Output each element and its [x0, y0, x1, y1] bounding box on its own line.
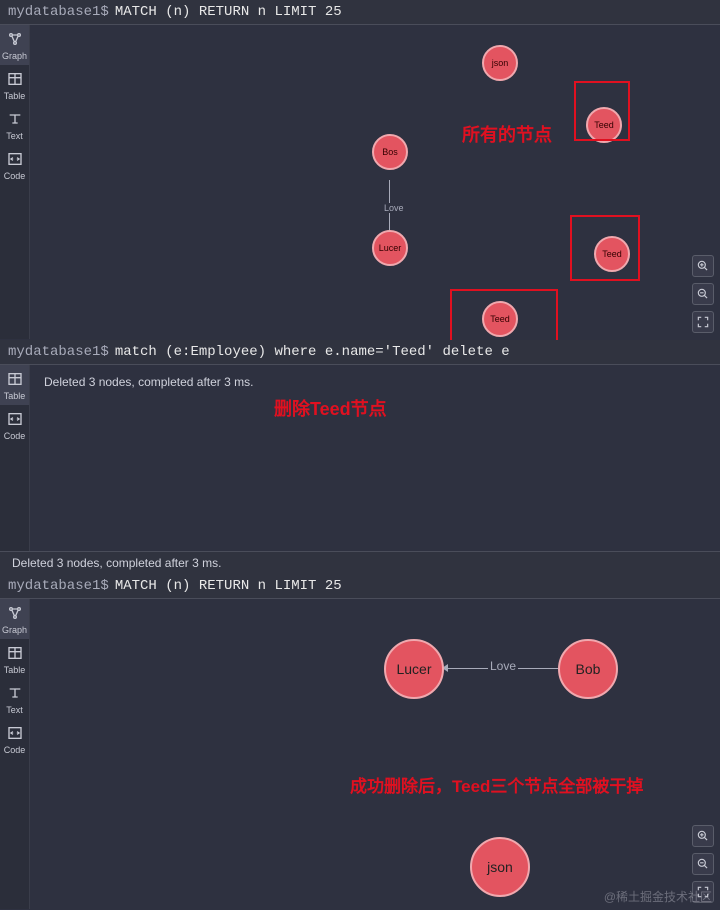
panel-body-2: Table Code Deleted 3 nodes, completed af…	[0, 365, 720, 551]
annotation-box	[570, 215, 640, 281]
graph-canvas-1[interactable]: Love json Bos Lucer Teed Teed Teed 所有的节点	[30, 25, 720, 339]
text-icon	[7, 685, 23, 703]
graph-canvas-3[interactable]: Love Lucer Bob json 成功删除后，Teed三个节点全部被干掉 …	[30, 599, 720, 909]
zoom-out-button[interactable]	[692, 853, 714, 875]
zoom-in-button[interactable]	[692, 255, 714, 277]
panel-body-1: Graph Table Text Code Love json Bos Lu	[0, 25, 720, 339]
code-icon	[7, 725, 23, 743]
graph-icon	[7, 605, 23, 623]
code-icon	[7, 151, 23, 169]
sidebar-tab-code[interactable]: Code	[0, 719, 29, 759]
edge-label: Love	[382, 203, 406, 213]
sidebar-tab-code[interactable]: Code	[0, 405, 29, 445]
graph-node[interactable]: Lucer	[372, 230, 408, 266]
graph-node[interactable]: json	[470, 837, 530, 897]
sidebar-tab-graph[interactable]: Graph	[0, 599, 29, 639]
table-icon	[7, 371, 23, 389]
query-bar-2: mydatabase1$ match (e:Employee) where e.…	[0, 340, 720, 365]
annotation-text: 删除Teed节点	[274, 395, 387, 421]
query-text[interactable]: MATCH (n) RETURN n LIMIT 25	[115, 578, 342, 594]
graph-node[interactable]: Bos	[372, 134, 408, 170]
sidebar-tab-label: Table	[4, 91, 26, 101]
sidebar-tab-label: Graph	[2, 625, 27, 635]
sidebar-tab-label: Table	[4, 391, 26, 401]
sidebar-tab-label: Code	[4, 745, 26, 755]
annotation-text: 所有的节点	[462, 121, 552, 147]
result-status: Deleted 3 nodes, completed after 3 ms.	[30, 365, 720, 399]
db-prompt: mydatabase1$	[8, 344, 109, 360]
panel-1: mydatabase1$ MATCH (n) RETURN n LIMIT 25…	[0, 0, 720, 340]
sidebar-tab-table[interactable]: Table	[0, 639, 29, 679]
query-bar-1: mydatabase1$ MATCH (n) RETURN n LIMIT 25	[0, 0, 720, 25]
status-bar-2: Deleted 3 nodes, completed after 3 ms.	[0, 551, 720, 574]
annotation-box	[450, 289, 558, 345]
panel-body-3: Graph Table Text Code Love Lucer Bob j	[0, 599, 720, 909]
sidebar-tab-label: Table	[4, 665, 26, 675]
panel-3: mydatabase1$ MATCH (n) RETURN n LIMIT 25…	[0, 574, 720, 910]
fullscreen-button[interactable]	[692, 311, 714, 333]
query-text[interactable]: match (e:Employee) where e.name='Teed' d…	[115, 344, 510, 360]
edge-label: Love	[488, 659, 518, 673]
code-icon	[7, 411, 23, 429]
annotation-box	[574, 81, 630, 141]
sidebar-tab-table[interactable]: Table	[0, 365, 29, 405]
sidebar-tab-label: Graph	[2, 51, 27, 61]
sidebar-3: Graph Table Text Code	[0, 599, 30, 909]
sidebar-tab-text[interactable]: Text	[0, 105, 29, 145]
sidebar-tab-code[interactable]: Code	[0, 145, 29, 185]
sidebar-tab-label: Code	[4, 431, 26, 441]
graph-node[interactable]: Lucer	[384, 639, 444, 699]
zoom-out-button[interactable]	[692, 283, 714, 305]
query-text[interactable]: MATCH (n) RETURN n LIMIT 25	[115, 4, 342, 20]
graph-node[interactable]: json	[482, 45, 518, 81]
graph-icon	[7, 31, 23, 49]
query-bar-3: mydatabase1$ MATCH (n) RETURN n LIMIT 25	[0, 574, 720, 599]
graph-node[interactable]: Bob	[558, 639, 618, 699]
zoom-controls	[692, 255, 714, 333]
table-icon	[7, 71, 23, 89]
watermark: @稀土掘金技术社区	[604, 888, 712, 905]
text-icon	[7, 111, 23, 129]
sidebar-tab-label: Code	[4, 171, 26, 181]
db-prompt: mydatabase1$	[8, 4, 109, 20]
table-icon	[7, 645, 23, 663]
sidebar-tab-graph[interactable]: Graph	[0, 25, 29, 65]
sidebar-tab-label: Text	[6, 131, 23, 141]
sidebar-tab-text[interactable]: Text	[0, 679, 29, 719]
zoom-in-button[interactable]	[692, 825, 714, 847]
sidebar-2: Table Code	[0, 365, 30, 551]
annotation-text: 成功删除后，Teed三个节点全部被干掉	[350, 772, 643, 797]
sidebar-tab-table[interactable]: Table	[0, 65, 29, 105]
sidebar-1: Graph Table Text Code	[0, 25, 30, 339]
result-canvas-2: Deleted 3 nodes, completed after 3 ms. 删…	[30, 365, 720, 551]
panel-2: mydatabase1$ match (e:Employee) where e.…	[0, 340, 720, 574]
sidebar-tab-label: Text	[6, 705, 23, 715]
db-prompt: mydatabase1$	[8, 578, 109, 594]
